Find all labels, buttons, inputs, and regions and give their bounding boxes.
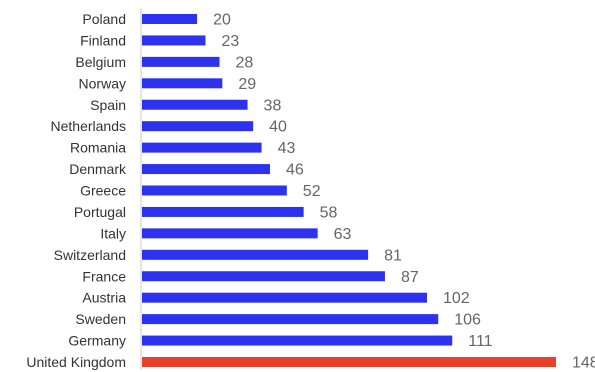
category-label: Austria	[82, 290, 126, 306]
value-label: 23	[221, 33, 239, 50]
bar	[142, 228, 318, 239]
value-label: 58	[320, 204, 338, 221]
value-label: 63	[334, 226, 352, 243]
category-label: Belgium	[75, 54, 126, 70]
category-label: France	[82, 268, 126, 284]
bar	[142, 314, 439, 325]
category-label: Poland	[82, 11, 126, 27]
bar	[142, 56, 220, 67]
category-label: Italy	[100, 225, 126, 241]
category-label: Norway	[79, 75, 126, 91]
value-label: 87	[401, 269, 419, 286]
category-label: Germany	[68, 333, 126, 349]
category-label: Switzerland	[54, 247, 126, 263]
value-label: 46	[286, 162, 304, 179]
category-label: Netherlands	[51, 118, 127, 134]
bar	[142, 206, 304, 217]
value-label: 102	[443, 290, 470, 307]
bar	[142, 142, 262, 153]
category-label: Portugal	[74, 204, 126, 220]
value-label: 28	[236, 54, 254, 71]
bar	[142, 185, 287, 196]
bar	[142, 14, 198, 24]
value-label: 38	[264, 97, 282, 114]
category-label: Spain	[90, 97, 126, 113]
category-label: Romania	[70, 140, 126, 156]
category-label: Sweden	[75, 311, 126, 327]
bar	[142, 164, 270, 175]
category-label: Denmark	[69, 161, 127, 177]
value-label: 148	[572, 355, 595, 372]
bar	[142, 121, 254, 132]
bar	[142, 271, 385, 282]
bar	[142, 335, 453, 346]
bar	[142, 292, 428, 303]
bar	[142, 249, 369, 260]
value-label: 43	[278, 140, 296, 157]
value-label: 52	[303, 183, 321, 200]
category-label: United Kingdom	[26, 354, 126, 370]
bar-highlight	[142, 357, 556, 367]
category-label: Greece	[80, 183, 126, 199]
value-label: 29	[238, 76, 256, 93]
value-label: 40	[269, 119, 287, 136]
value-label: 81	[384, 247, 402, 264]
value-label: 111	[468, 333, 492, 350]
value-label: 20	[213, 12, 231, 29]
bar	[142, 35, 206, 46]
category-label: Finland	[80, 32, 126, 48]
value-label: 106	[454, 312, 481, 329]
bar	[142, 78, 223, 89]
bar	[142, 99, 248, 110]
